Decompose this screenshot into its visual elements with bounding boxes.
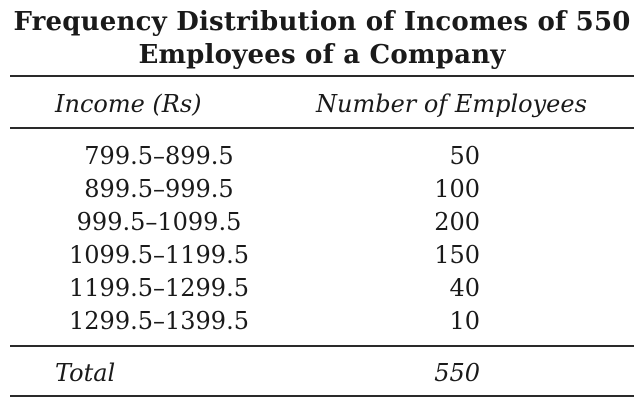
income-cell: 799.5–899.5 bbox=[84, 142, 234, 170]
table-row: 1299.5–1399.5 10 bbox=[0, 304, 644, 338]
top-rule bbox=[10, 75, 634, 77]
total-value: 550 bbox=[434, 359, 480, 387]
table-row: 899.5–999.5 100 bbox=[0, 172, 644, 206]
employees-cell: 50 bbox=[449, 142, 480, 170]
income-column-header: Income (Rs) bbox=[55, 90, 202, 118]
employees-column-header: Number of Employees bbox=[316, 90, 587, 118]
table-title-line-2: Employees of a Company bbox=[138, 40, 506, 70]
total-rule bbox=[10, 345, 634, 347]
bottom-rule bbox=[10, 395, 634, 397]
employees-cell: 150 bbox=[434, 241, 480, 269]
table-row: 999.5–1099.5 200 bbox=[0, 205, 644, 239]
header-rule bbox=[10, 127, 634, 129]
total-label: Total bbox=[55, 359, 116, 387]
income-cell: 999.5–1099.5 bbox=[76, 208, 242, 236]
income-cell: 899.5–999.5 bbox=[84, 175, 234, 203]
employees-cell: 10 bbox=[449, 307, 480, 335]
employees-cell: 200 bbox=[434, 208, 480, 236]
income-cell: 1099.5–1199.5 bbox=[69, 241, 249, 269]
table-title-line-1: Frequency Distribution of Incomes of 550 bbox=[13, 7, 631, 37]
employees-cell: 40 bbox=[449, 274, 480, 302]
table-title: Frequency Distribution of Incomes of 550… bbox=[0, 6, 644, 72]
table-row: 1199.5–1299.5 40 bbox=[0, 271, 644, 305]
table-row: 1099.5–1199.5 150 bbox=[0, 238, 644, 272]
income-cell: 1299.5–1399.5 bbox=[69, 307, 249, 335]
employees-cell: 100 bbox=[434, 175, 480, 203]
income-cell: 1199.5–1299.5 bbox=[69, 274, 249, 302]
table-row: 799.5–899.5 50 bbox=[0, 139, 644, 173]
